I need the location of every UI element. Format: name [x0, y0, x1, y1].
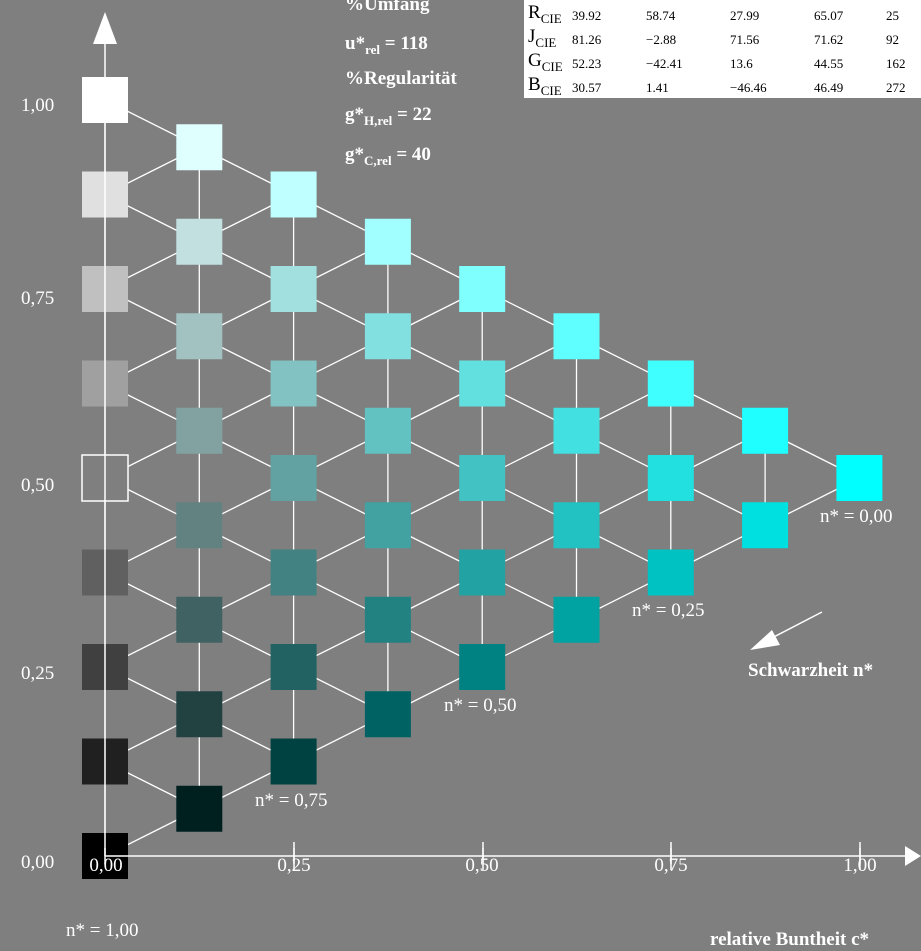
color-patch	[459, 266, 506, 312]
color-patch	[270, 266, 317, 312]
color-patch	[553, 502, 600, 549]
n-label-025: n* = 0,25	[632, 600, 705, 621]
table-row: BCIE 30.57 1.41 −46.46 46.49 272	[528, 74, 921, 98]
color-patch	[364, 502, 411, 549]
table-cell: 52.23	[572, 56, 602, 71]
row-name: RCIE	[528, 2, 562, 26]
x-tick-label: 0,25	[277, 855, 311, 876]
color-patch	[364, 407, 411, 454]
color-patch	[553, 407, 600, 454]
color-patch	[459, 455, 506, 501]
schwarzheit-arrow-line	[767, 611, 823, 641]
color-patch	[364, 596, 411, 643]
color-patches	[81, 77, 883, 879]
x-tick-label: 0,75	[654, 855, 688, 876]
color-patch	[742, 407, 789, 454]
axes	[93, 12, 921, 870]
color-patch	[364, 313, 411, 360]
table-cell: 162	[886, 56, 906, 71]
color-patch	[553, 313, 600, 360]
row-name: BCIE	[528, 74, 562, 98]
color-patch	[742, 502, 789, 549]
color-patch	[270, 360, 317, 407]
color-patch	[176, 407, 223, 454]
row-name: JCIE	[528, 26, 557, 50]
color-patch	[270, 455, 317, 501]
table-cell: 39.92	[572, 8, 602, 23]
color-patch	[270, 738, 317, 785]
color-patch	[647, 549, 694, 596]
schwarzheit-title: Schwarzheit n*	[748, 660, 874, 681]
table-cell: 81.26	[572, 32, 602, 47]
regularitaet-label: %Regularität	[345, 68, 457, 89]
cie-data-table: RCIE 39.92 58.74 27.99 65.07 25 JCIE 81.…	[524, 0, 921, 98]
table-cell: 44.55	[814, 56, 844, 71]
n-label-100: n* = 1,00	[66, 920, 139, 941]
table-cell: −46.46	[730, 80, 767, 95]
gH-rel-stat: g*H,rel = 22	[345, 104, 432, 128]
color-patch	[647, 455, 694, 501]
umfang-label: %Umfang	[345, 0, 430, 15]
color-patch	[364, 691, 411, 738]
color-patch	[270, 549, 317, 596]
color-patch	[176, 596, 223, 643]
color-patch	[364, 218, 411, 265]
table-row: GCIE 52.23 −42.41 13.6 44.55 162	[528, 50, 921, 74]
n-label-000: n* = 0,00	[820, 506, 893, 527]
y-tick-label: 1,00	[21, 95, 55, 116]
color-patch	[553, 596, 600, 643]
x-tick-label: 1,00	[843, 855, 877, 876]
table-cell: 65.07	[814, 8, 844, 23]
table-cell: −42.41	[646, 56, 683, 71]
color-patch	[270, 171, 317, 218]
color-patch	[176, 313, 223, 360]
color-patch	[459, 549, 506, 596]
color-patch	[270, 644, 317, 690]
color-patch	[176, 124, 223, 171]
x-tick-label: 0,00	[89, 855, 123, 876]
color-patch	[176, 691, 223, 738]
y-tick-label: 0,00	[21, 852, 55, 873]
n-label-075: n* = 0,75	[255, 790, 328, 811]
color-patch	[459, 360, 506, 407]
color-patch	[836, 455, 883, 501]
table-cell: 46.49	[814, 80, 844, 95]
schwarzheit-arrow-head	[750, 630, 780, 650]
table-cell: 71.56	[730, 32, 760, 47]
table-row: JCIE 81.26 −2.88 71.56 71.62 92	[528, 26, 921, 50]
table-cell: 1.41	[646, 80, 669, 95]
table-cell: 25	[886, 8, 899, 23]
color-patch	[647, 360, 694, 407]
color-patch	[176, 502, 223, 549]
color-patch	[459, 644, 506, 690]
table-cell: 13.6	[730, 56, 753, 71]
table-cell: 71.62	[814, 32, 844, 47]
table-cell: −2.88	[646, 32, 677, 47]
table-cell: 92	[886, 32, 899, 47]
y-tick-label: 0,50	[21, 475, 55, 496]
row-name: GCIE	[528, 50, 563, 74]
table-cell: 27.99	[730, 8, 760, 23]
gC-rel-stat: g*C,rel = 40	[345, 144, 431, 168]
n-label-050: n* = 0,50	[444, 695, 517, 716]
table-cell: 58.74	[646, 8, 676, 23]
color-patch	[176, 218, 223, 265]
y-axis-arrow	[93, 12, 117, 44]
y-tick-label: 0,25	[21, 663, 55, 684]
x-axis-title: relative Buntheit c*	[710, 929, 870, 950]
u-rel-stat: u*rel = 118	[345, 33, 428, 57]
y-tick-label: 0,75	[21, 288, 55, 309]
x-axis-arrow	[905, 846, 921, 866]
x-tick-label: 0,50	[465, 855, 499, 876]
table-cell: 272	[886, 80, 906, 95]
table-cell: 30.57	[572, 80, 602, 95]
table-row: RCIE 39.92 58.74 27.99 65.07 25	[528, 2, 921, 26]
color-patch	[176, 785, 223, 832]
